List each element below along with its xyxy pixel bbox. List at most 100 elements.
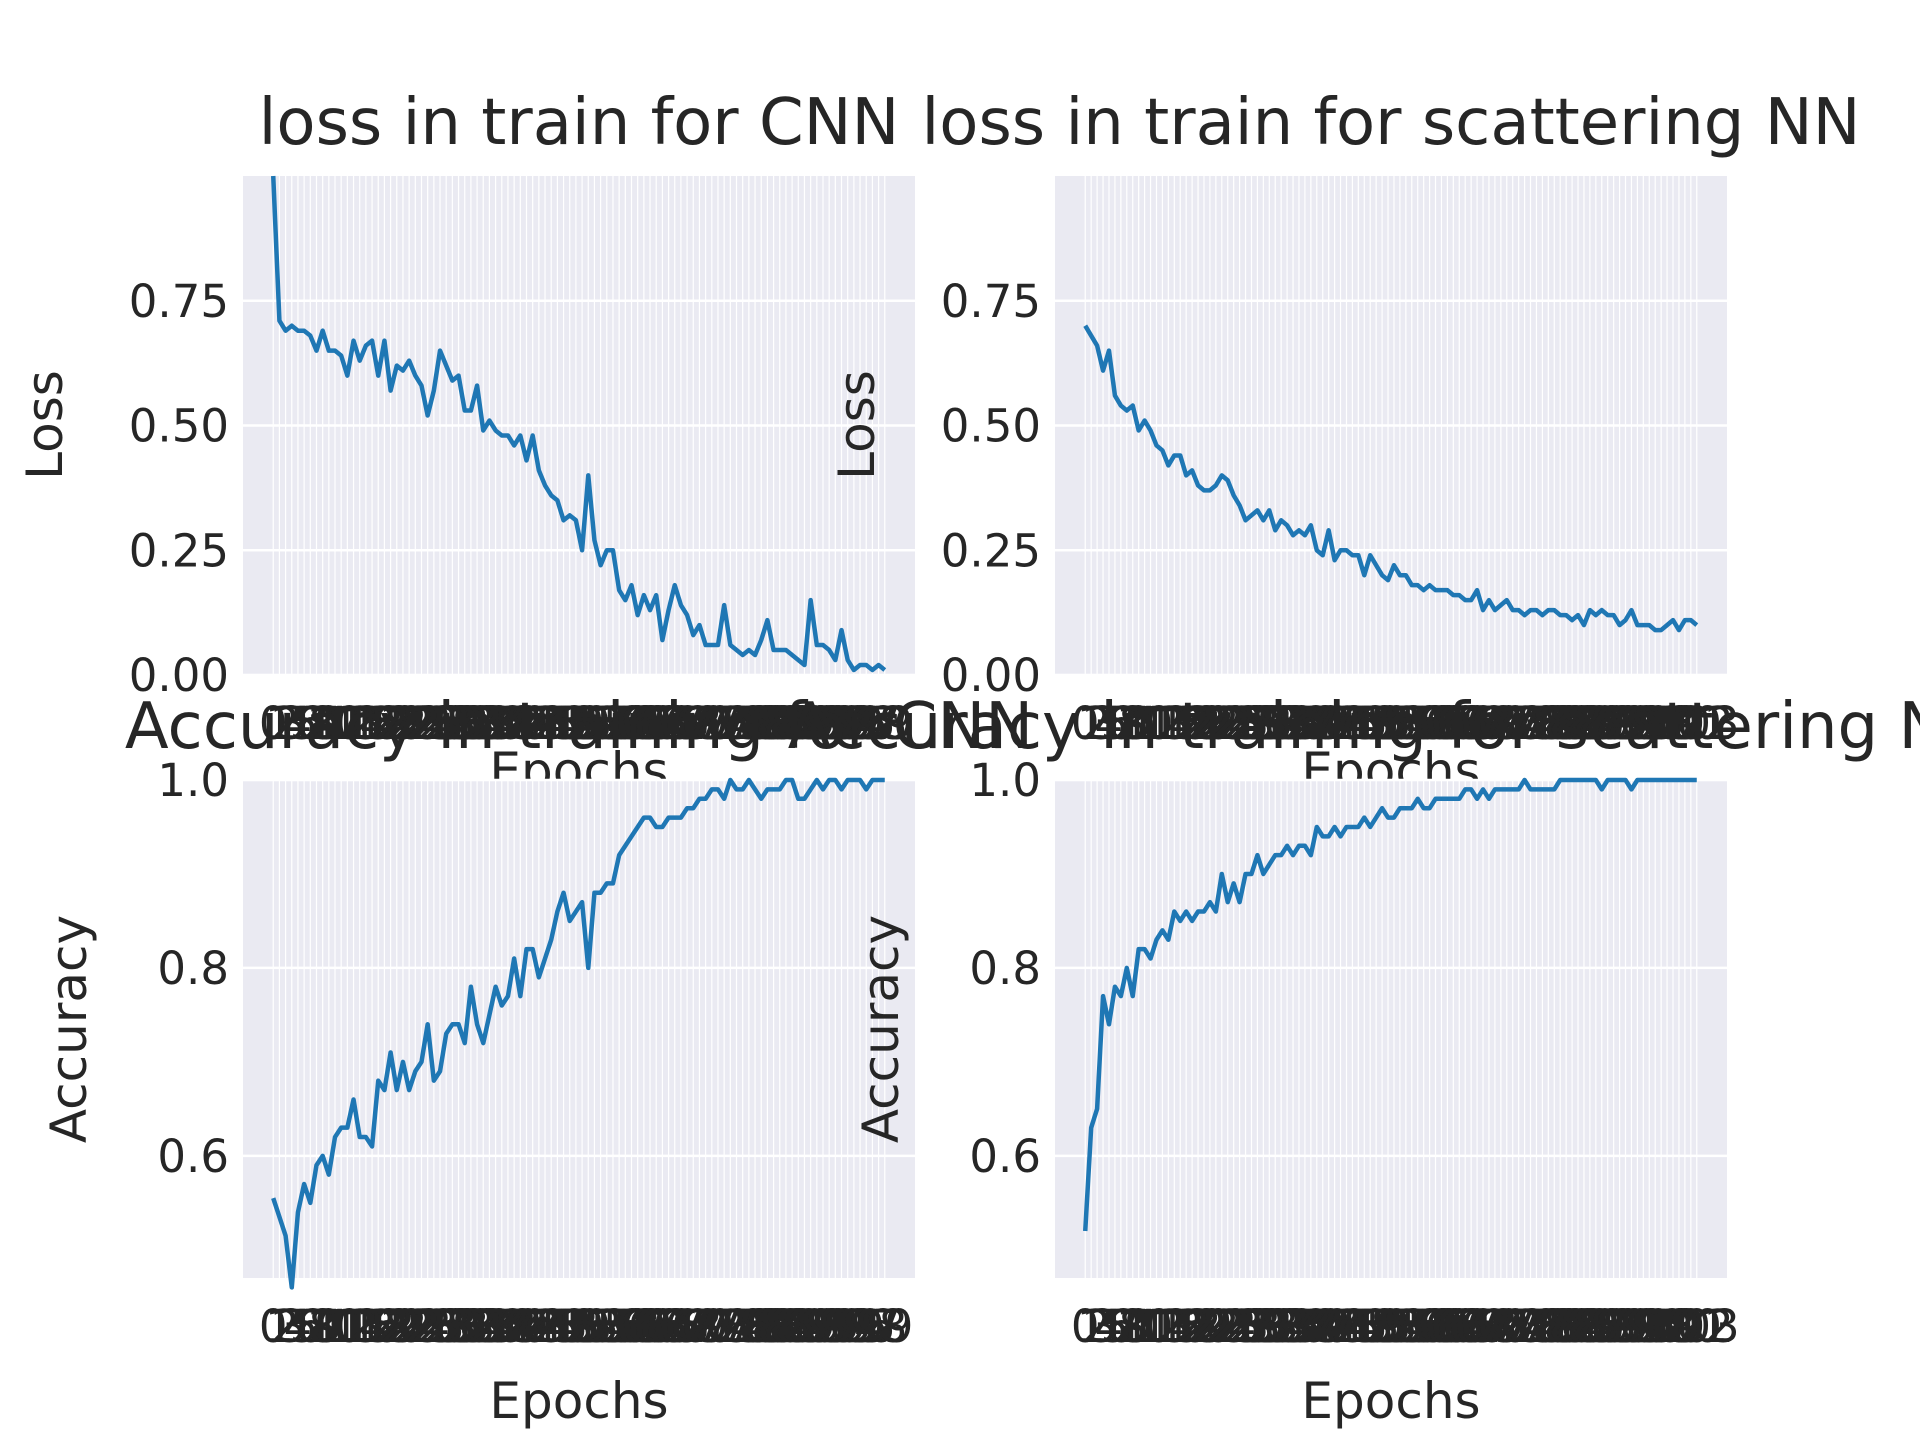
x-tick-label: 63 [634, 1300, 691, 1353]
x-tick-label: 20 [1175, 1300, 1232, 1353]
x-tick-label: 13 [325, 1300, 382, 1353]
x-tick-label: 59 [1407, 1300, 1464, 1353]
x-tick-label: 23 [1193, 1300, 1250, 1353]
x-tick-label: 56 [1389, 697, 1446, 750]
x-tick-label: 22 [1187, 1300, 1244, 1353]
x-tick-label: 31 [436, 1300, 493, 1353]
chart-panel-3: 0.60.81.00123456789101112131415161718192… [40, 690, 1033, 1430]
y-tick-label: 0.8 [157, 942, 229, 995]
x-tick-label: 28 [418, 1300, 475, 1353]
x-tick-label: 17 [350, 1300, 407, 1353]
y-tick-label: 0.6 [157, 1130, 229, 1183]
x-tick-label: 29 [1229, 697, 1286, 750]
y-axis-label: Loss [16, 370, 74, 480]
x-tick-label: 92 [1603, 1300, 1660, 1353]
x-tick-label: 24 [1199, 697, 1256, 750]
x-tick-label: 98 [1638, 1300, 1695, 1353]
x-tick-label: 7 [1112, 1300, 1141, 1353]
x-tick-label: 66 [1448, 1300, 1505, 1353]
x-tick-label: 103 [1654, 697, 1740, 750]
x-tick-label: 69 [671, 1300, 728, 1353]
x-tick-label: 12 [319, 697, 376, 750]
x-tick-label: 52 [566, 1300, 623, 1353]
x-tick-label: 97 [1633, 1300, 1690, 1353]
x-tick-label: 21 [1181, 697, 1238, 750]
x-tick-label: 73 [1490, 1300, 1547, 1353]
x-tick-label: 9 [1124, 697, 1153, 750]
x-tick-label: 56 [591, 1300, 648, 1353]
x-tick-label: 24 [393, 697, 450, 750]
x-tick-label: 20 [368, 697, 425, 750]
x-tick-label: 22 [381, 697, 438, 750]
x-tick-label: 14 [1140, 1300, 1197, 1353]
x-tick-label: 9 [315, 1300, 344, 1353]
x-tick-label: 29 [424, 1300, 481, 1353]
x-tick-label: 46 [529, 697, 586, 750]
x-tick-label: 73 [696, 697, 753, 750]
x-tick-label: 57 [1395, 1300, 1452, 1353]
x-tick-label: 73 [696, 1300, 753, 1353]
x-tick-label: 49 [1348, 697, 1405, 750]
x-tick-label: 40 [1294, 1300, 1351, 1353]
x-tick-label: 53 [572, 697, 629, 750]
x-tick-label: 31 [1241, 697, 1298, 750]
x-tick-label: 96 [1627, 697, 1684, 750]
x-tick-label: 68 [665, 1300, 722, 1353]
x-tick-labels: 0123456789101112131415161718192021222324… [1071, 1300, 1740, 1353]
x-tick-label: 52 [1365, 697, 1422, 750]
x-tick-label: 35 [461, 697, 518, 750]
x-tick-label: 8 [308, 1300, 337, 1353]
x-tick-label: 42 [504, 1300, 561, 1353]
x-tick-label: 72 [689, 697, 746, 750]
x-tick-label: 49 [1348, 1300, 1405, 1353]
x-tick-label: 36 [467, 697, 524, 750]
x-tick-label: 30 [430, 697, 487, 750]
x-tick-label: 9 [1124, 1300, 1153, 1353]
y-tick-label: 0.8 [969, 942, 1041, 995]
x-tick-label: 2 [1083, 1300, 1112, 1353]
x-tick-label: 68 [1460, 1300, 1517, 1353]
x-tick-label: 16 [1152, 1300, 1209, 1353]
x-tick-label: 95 [831, 1300, 888, 1353]
x-tick-label: 72 [1484, 697, 1541, 750]
x-tick-label: 56 [1389, 1300, 1446, 1353]
x-tick-label: 24 [1199, 1300, 1256, 1353]
x-tick-label: 68 [1460, 697, 1517, 750]
x-tick-label: 57 [597, 697, 654, 750]
x-tick-label: 91 [807, 1300, 864, 1353]
x-tick-label: 5 [1101, 697, 1130, 750]
x-tick-label: 90 [801, 697, 858, 750]
x-tick-label: 62 [628, 697, 685, 750]
x-tick-label: 84 [1555, 697, 1612, 750]
x-tick-label: 95 [1621, 697, 1678, 750]
x-tick-label: 1 [265, 697, 294, 750]
x-tick-label: 97 [844, 1300, 901, 1353]
x-tick-label: 35 [1264, 1300, 1321, 1353]
x-tick-label: 12 [319, 1300, 376, 1353]
x-tick-label: 86 [776, 697, 833, 750]
x-tick-label: 6 [296, 1300, 325, 1353]
x-tick-label: 83 [1549, 697, 1606, 750]
x-tick-label: 95 [831, 697, 888, 750]
x-tick-label: 55 [1383, 1300, 1440, 1353]
x-tick-label: 52 [1365, 1300, 1422, 1353]
x-tick-label: 74 [1496, 697, 1553, 750]
x-tick-label: 28 [1223, 1300, 1280, 1353]
chart-title: Accuracy in training for CNN [125, 690, 1033, 764]
x-tick-label: 34 [455, 697, 512, 750]
x-tick-label: 89 [794, 1300, 851, 1353]
x-tick-label: 41 [498, 697, 555, 750]
x-tick-label: 93 [819, 1300, 876, 1353]
x-tick-label: 69 [671, 697, 728, 750]
x-tick-label: 48 [1342, 697, 1399, 750]
y-tick-label: 0.6 [969, 1130, 1041, 1183]
x-tick-label: 13 [325, 697, 382, 750]
x-tick-label: 94 [1615, 697, 1672, 750]
x-tick-label: 10 [1116, 697, 1173, 750]
x-tick-label: 76 [1508, 697, 1565, 750]
x-tick-label: 22 [381, 1300, 438, 1353]
x-tick-label: 99 [1644, 1300, 1701, 1353]
x-tick-label: 25 [399, 697, 456, 750]
x-tick-label: 88 [1579, 697, 1636, 750]
x-tick-label: 1 [1077, 1300, 1106, 1353]
